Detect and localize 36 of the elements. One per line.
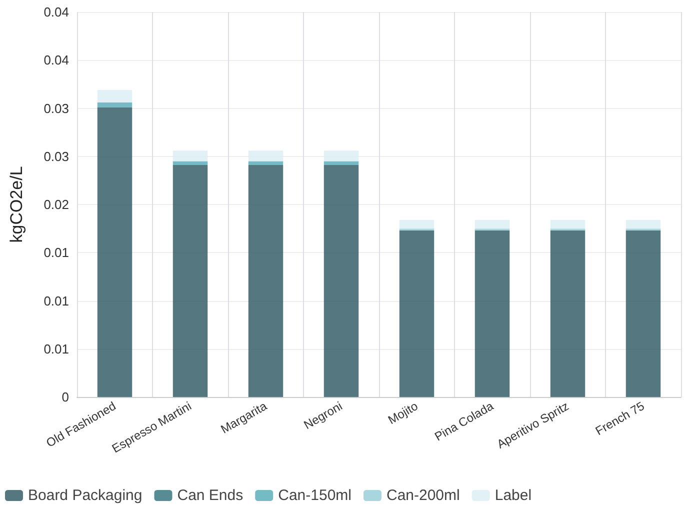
bar bbox=[172, 161, 208, 166]
y-tick-label: 0.04 bbox=[44, 4, 69, 20]
bar bbox=[97, 90, 132, 102]
legend-label: Board Packaging bbox=[28, 487, 142, 504]
legend-label: Can-200ml bbox=[386, 487, 460, 504]
y-tick-label: 0.04 bbox=[44, 52, 69, 68]
y-tick-label: 0.01 bbox=[44, 245, 69, 260]
bar bbox=[474, 220, 510, 229]
bar bbox=[626, 230, 661, 397]
legend-label: Label bbox=[494, 487, 532, 504]
bar bbox=[248, 165, 284, 397]
bar bbox=[97, 102, 132, 108]
bar bbox=[399, 230, 434, 397]
bar bbox=[399, 220, 434, 229]
y-axis-title: kgCO2e/L bbox=[7, 166, 26, 243]
x-tick-label: Mojito bbox=[386, 398, 421, 428]
bar bbox=[97, 107, 132, 397]
y-tick-label: 0.01 bbox=[44, 341, 69, 356]
bar bbox=[324, 165, 359, 397]
y-tick-label: 0.03 bbox=[44, 100, 69, 116]
bar bbox=[324, 150, 359, 162]
y-tick-label: 0 bbox=[62, 390, 69, 404]
legend-label: Can Ends bbox=[177, 487, 244, 504]
bar bbox=[248, 161, 284, 166]
y-tick-label: 0.02 bbox=[44, 197, 69, 212]
legend-label: Can-150ml bbox=[278, 487, 352, 504]
bar bbox=[474, 230, 510, 397]
bar bbox=[626, 220, 661, 229]
bar bbox=[172, 150, 208, 162]
bar bbox=[324, 161, 359, 166]
y-tick-label: 0.01 bbox=[44, 293, 69, 308]
bar bbox=[248, 150, 284, 162]
bar bbox=[172, 165, 208, 397]
bar bbox=[550, 220, 586, 229]
y-tick-label: 0.03 bbox=[44, 148, 69, 164]
bar bbox=[550, 230, 586, 397]
